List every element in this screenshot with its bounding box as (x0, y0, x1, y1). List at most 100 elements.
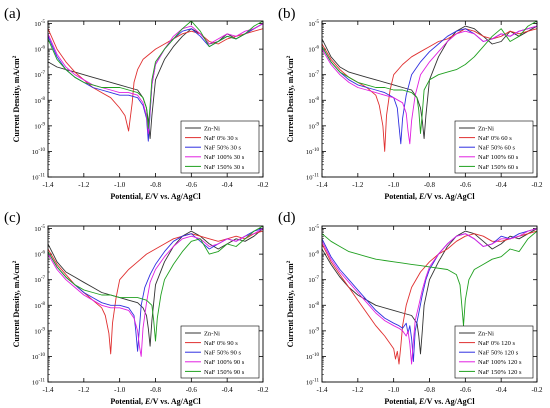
x-tick-label: -1.2 (78, 181, 90, 189)
series-line (321, 228, 538, 365)
x-tick-label: -0.4 (222, 181, 234, 189)
series-line (321, 20, 538, 134)
series-line (47, 230, 264, 355)
legend-entry: Zn-Ni (478, 330, 494, 337)
y-tick-label: 10-5 (308, 225, 319, 233)
legend-entry: NaF 150% 120 s (478, 369, 522, 376)
legend: Zn-Ni NaF 0% 90 s NaF 50% 90 s NaF 100% 90 … (180, 325, 260, 379)
y-tick-label: 10-9 (308, 327, 319, 335)
y-tick-label: 10-5 (34, 225, 45, 233)
plot-frame (321, 20, 538, 178)
x-tick-label: -1.0 (114, 181, 126, 189)
legend: Zn-Ni NaF 0% 120 s NaF 50% 120 s NaF 100% 1… (454, 325, 534, 379)
legend-entry: NaF 150% 60 s (478, 164, 519, 171)
y-axis-label: Current Density, mA/cm2 (12, 260, 21, 347)
x-tick-label: -1.0 (388, 181, 400, 189)
panel-label: (c) (4, 210, 21, 226)
legend-entry: NaF 150% 30 s (204, 164, 245, 171)
y-tick-label: 10-9 (34, 122, 45, 130)
chart-panel-1: (a) -1.4 -1.2 -1.0 -0.8 -0.6 -0.4 -0.2 10-11 10-1… (4, 6, 269, 201)
y-tick-label: 10-5 (34, 20, 45, 28)
legend-entry: NaF 100% 90 s (204, 359, 245, 366)
x-tick-label: -1.2 (352, 386, 364, 394)
y-tick-label: 10-6 (34, 46, 45, 54)
y-tick-label: 10-10 (306, 353, 320, 361)
plot-frame (47, 20, 264, 178)
x-tick-label: -1.2 (78, 386, 90, 394)
y-tick-label: 10-10 (32, 353, 46, 361)
y-tick-label: 10-11 (306, 174, 319, 182)
y-tick-label: 10-9 (308, 122, 319, 130)
series-line (321, 25, 538, 140)
x-tick-label: -1.4 (316, 386, 328, 394)
x-tick-label: -0.8 (424, 181, 436, 189)
legend-entry: NaF 0% 120 s (478, 340, 515, 347)
y-tick-label: 10-7 (34, 276, 45, 284)
panel-label: (a) (4, 6, 21, 22)
y-tick-label: 10-8 (34, 97, 45, 105)
y-tick-label: 10-8 (34, 302, 45, 310)
plot-frame (47, 225, 264, 383)
y-tick-label: 10-7 (308, 276, 319, 284)
legend-entry: NaF 0% 90 s (204, 340, 238, 347)
series-line (321, 25, 538, 145)
y-tick-label: 10-7 (34, 71, 45, 79)
chart-panel-3: (c) -1.4 -1.2 -1.0 -0.8 -0.6 -0.4 -0.2 10-11 10-1… (4, 210, 269, 406)
y-tick-label: 10-5 (308, 20, 319, 28)
x-tick-label: -0.6 (186, 181, 198, 189)
x-tick-label: -1.4 (316, 181, 328, 189)
legend-entry: NaF 100% 30 s (204, 154, 245, 161)
x-tick-label: -0.2 (531, 181, 543, 189)
plot-frame (321, 225, 538, 383)
y-tick-label: 10-11 (32, 174, 45, 182)
x-tick-label: -0.6 (186, 386, 198, 394)
legend-entry: NaF 0% 60 s (478, 135, 512, 142)
legend-entry: NaF 100% 120 s (478, 359, 522, 366)
series-line (47, 225, 264, 342)
y-axis-label: Current Density, mA/cm2 (12, 55, 21, 142)
y-tick-label: 10-6 (308, 251, 319, 259)
x-axis-label: Potential, E/V vs. Ag/AgCl (384, 397, 475, 406)
panel-label: (b) (278, 6, 296, 22)
series-line (47, 228, 264, 347)
legend-entry: NaF 50% 90 s (204, 350, 241, 357)
x-tick-label: -0.6 (460, 181, 472, 189)
x-tick-label: -0.2 (257, 386, 269, 394)
series-line (47, 23, 264, 140)
legend-entry: NaF 100% 60 s (478, 154, 519, 161)
legend-entry: NaF 150% 90 s (204, 369, 245, 376)
legend-entry: NaF 50% 120 s (478, 350, 519, 357)
legend-entry: NaF 50% 60 s (478, 145, 515, 152)
x-tick-label: -0.4 (496, 386, 508, 394)
series-line (47, 23, 264, 134)
y-axis-label: Current Density, mA/cm2 (286, 260, 295, 347)
x-tick-label: -0.8 (150, 181, 162, 189)
x-axis-label: Potential, E/V vs. Ag/AgCl (110, 192, 201, 201)
y-tick-label: 10-11 (32, 379, 45, 387)
panel-label: (d) (278, 210, 296, 226)
series-line (321, 28, 538, 152)
y-tick-label: 10-10 (306, 148, 320, 156)
y-tick-label: 10-6 (34, 251, 45, 259)
y-tick-label: 10-8 (308, 97, 319, 105)
y-tick-label: 10-7 (308, 71, 319, 79)
series-line (47, 228, 264, 357)
x-tick-label: -1.2 (352, 181, 364, 189)
y-tick-label: 10-6 (308, 46, 319, 54)
x-tick-label: -0.4 (222, 386, 234, 394)
legend-entry: Zn-Ni (204, 125, 220, 132)
x-tick-label: -0.2 (531, 386, 543, 394)
y-tick-label: 10-9 (34, 327, 45, 335)
series-line (47, 20, 264, 129)
x-tick-label: -0.6 (460, 386, 472, 394)
series-line (321, 230, 538, 365)
x-tick-label: -1.0 (388, 386, 400, 394)
x-axis-label: Potential, E/V vs. Ag/AgCl (110, 397, 201, 406)
x-tick-label: -0.8 (424, 386, 436, 394)
legend-entry: NaF 50% 30 s (204, 145, 241, 152)
chart-panel-4: (d) -1.4 -1.2 -1.0 -0.8 -0.6 -0.4 -0.2 10-11 10-1… (278, 210, 543, 406)
legend-entry: NaF 0% 30 s (204, 135, 238, 142)
legend-entry: Zn-Ni (204, 330, 220, 337)
series-line (321, 230, 538, 327)
